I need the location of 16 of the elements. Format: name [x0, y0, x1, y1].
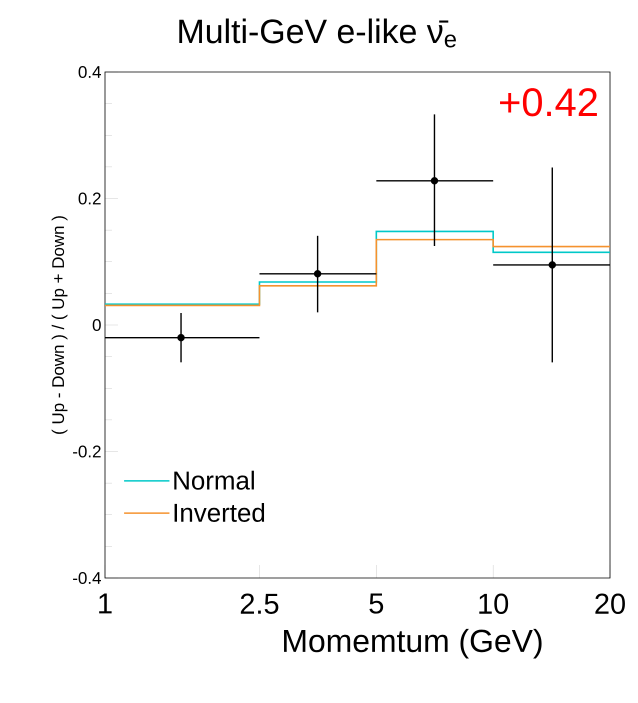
- x-tick-label: 2.5: [240, 594, 278, 614]
- x-tick-label: 10: [479, 594, 508, 614]
- y-tick-label: 0.2: [78, 192, 101, 205]
- x-tick-label: 5: [369, 594, 384, 614]
- y-tick-label: -0.4: [73, 572, 101, 584]
- annotation: +0.42: [500, 88, 597, 116]
- x-tick-label: 20: [595, 594, 625, 614]
- y-tick-label: 0.4: [78, 66, 101, 78]
- x-axis-title: Momemtum (GeV): [284, 628, 542, 659]
- chart-title: Multi-GeV e-like ν̄$_{e}$: [179, 18, 456, 48]
- legend-label: Inverted: [174, 502, 264, 522]
- y-tick-label: -0.2: [73, 446, 101, 458]
- x-tick-label: 1: [99, 594, 112, 614]
- y-axis-title: ( Up - Down ) / ( Up + Down ): [52, 216, 68, 434]
- y-tick-label: 0: [92, 319, 101, 332]
- legend-label: Normal: [174, 470, 254, 490]
